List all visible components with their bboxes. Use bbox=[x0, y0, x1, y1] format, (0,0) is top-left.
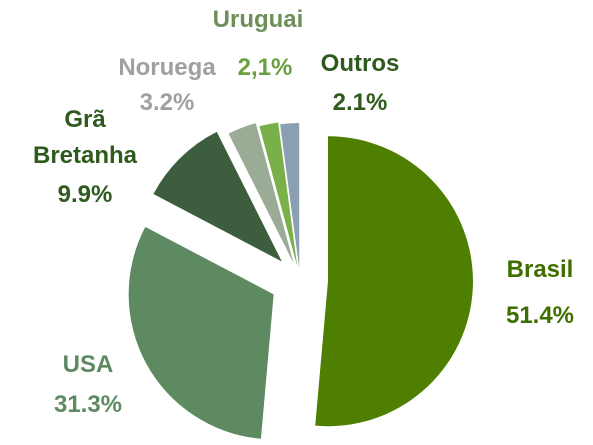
pie-slice bbox=[259, 122, 298, 267]
slice-label: USA bbox=[62, 351, 114, 378]
value-label: 9.9% bbox=[57, 181, 113, 208]
pie-slice bbox=[228, 123, 294, 264]
value-label: 2,1% bbox=[237, 54, 293, 81]
pie-slice bbox=[128, 226, 274, 439]
slice-label: Brasil bbox=[506, 256, 574, 283]
value-label: 2.1% bbox=[332, 89, 388, 116]
slice-label: Uruguai bbox=[212, 6, 304, 33]
slice-label: Outros bbox=[320, 50, 400, 77]
value-label: 31.3% bbox=[53, 391, 123, 418]
pie-slice bbox=[315, 136, 473, 427]
value-label: 3.2% bbox=[139, 89, 195, 116]
slice-label: Noruega bbox=[118, 54, 216, 81]
slice-label: Grã Bretanha bbox=[32, 106, 138, 169]
value-label: 51.4% bbox=[505, 302, 575, 329]
pie-slice bbox=[280, 123, 300, 269]
pie-slice bbox=[153, 131, 282, 262]
